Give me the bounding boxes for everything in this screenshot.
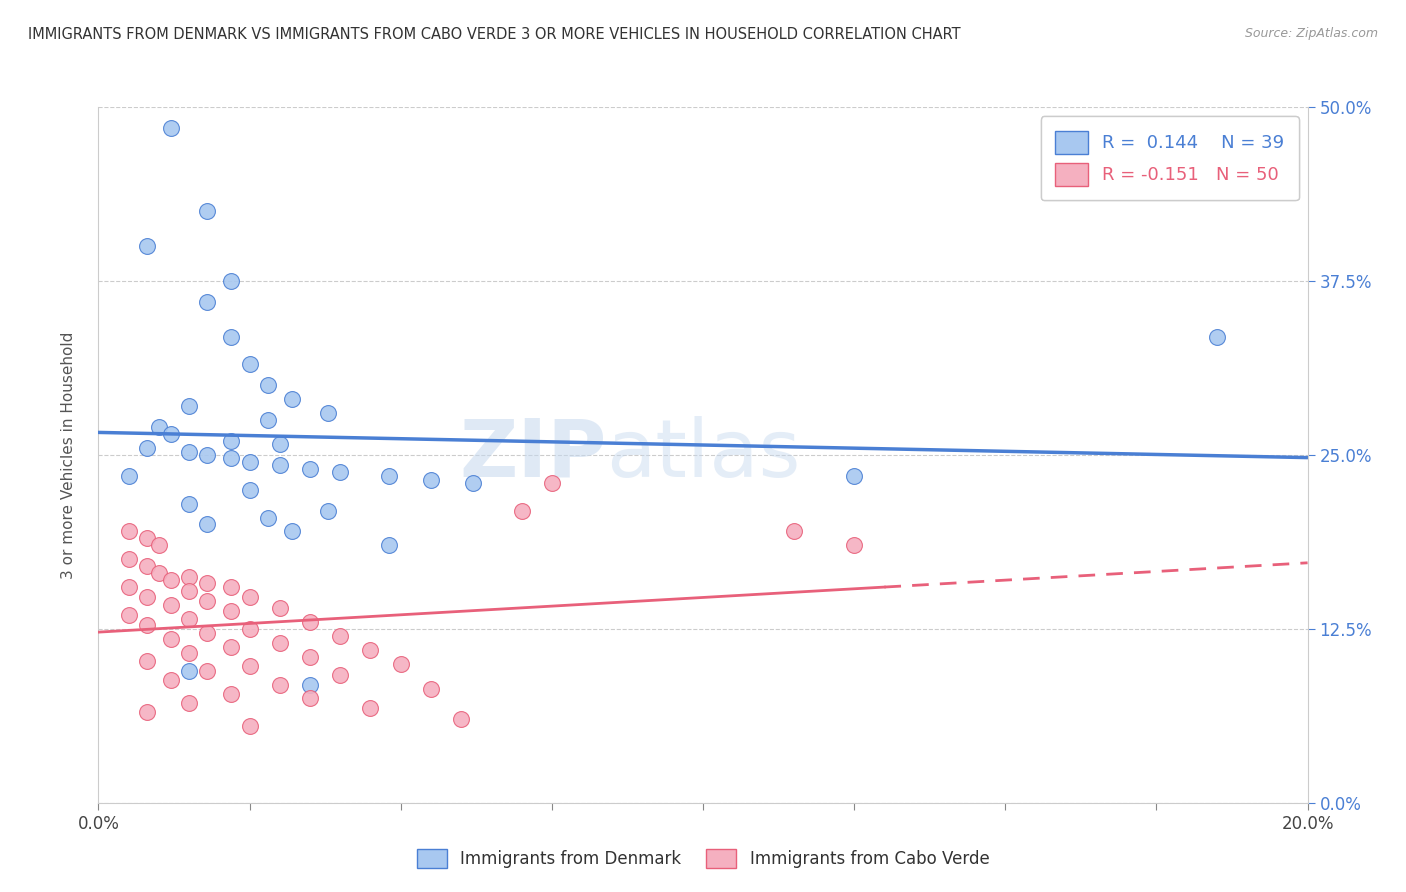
Point: [221, 604, 243, 618]
Text: atlas: atlas: [606, 416, 800, 494]
Legend: Immigrants from Denmark, Immigrants from Cabo Verde: Immigrants from Denmark, Immigrants from…: [411, 842, 995, 875]
Point: [256, 413, 278, 427]
Point: [269, 677, 291, 691]
Point: [281, 524, 304, 539]
Point: [135, 617, 157, 632]
Point: [450, 712, 472, 726]
Point: [118, 607, 141, 622]
Text: Source: ZipAtlas.com: Source: ZipAtlas.com: [1244, 27, 1378, 40]
Point: [195, 448, 218, 462]
Text: ZIP: ZIP: [458, 416, 606, 494]
Point: [160, 632, 183, 646]
Point: [299, 649, 322, 664]
Point: [160, 598, 183, 612]
Point: [299, 462, 322, 476]
Point: [179, 497, 201, 511]
Point: [389, 657, 412, 671]
Point: [179, 696, 201, 710]
Point: [269, 601, 291, 615]
Point: [540, 475, 562, 490]
Point: [179, 584, 201, 599]
Point: [148, 566, 170, 581]
Point: [239, 590, 262, 604]
Point: [256, 510, 278, 524]
Point: [179, 445, 201, 459]
Point: [299, 615, 322, 629]
Point: [239, 659, 262, 673]
Point: [148, 538, 170, 552]
Point: [195, 517, 218, 532]
Point: [463, 475, 485, 490]
Point: [179, 399, 201, 413]
Point: [269, 458, 291, 472]
Point: [783, 524, 806, 539]
Point: [135, 706, 157, 720]
Point: [281, 392, 304, 407]
Point: [221, 434, 243, 448]
Point: [256, 378, 278, 392]
Point: [148, 420, 170, 434]
Point: [221, 580, 243, 594]
Point: [179, 570, 201, 584]
Point: [118, 468, 141, 483]
Point: [195, 626, 218, 640]
Point: [195, 664, 218, 678]
Point: [195, 594, 218, 608]
Point: [135, 590, 157, 604]
Point: [377, 538, 399, 552]
Point: [221, 687, 243, 701]
Point: [135, 654, 157, 668]
Point: [329, 629, 352, 643]
Point: [239, 622, 262, 636]
Point: [221, 640, 243, 654]
Point: [239, 719, 262, 733]
Point: [160, 427, 183, 442]
Point: [299, 677, 322, 691]
Text: IMMIGRANTS FROM DENMARK VS IMMIGRANTS FROM CABO VERDE 3 OR MORE VEHICLES IN HOUS: IMMIGRANTS FROM DENMARK VS IMMIGRANTS FR…: [28, 27, 960, 42]
Point: [239, 455, 262, 469]
Point: [160, 120, 183, 135]
Point: [420, 681, 443, 696]
Point: [299, 691, 322, 706]
Point: [844, 468, 866, 483]
Point: [377, 468, 399, 483]
Point: [360, 701, 382, 715]
Point: [316, 503, 339, 517]
Point: [221, 329, 243, 343]
Point: [221, 450, 243, 465]
Point: [135, 239, 157, 253]
Point: [329, 667, 352, 681]
Point: [118, 524, 141, 539]
Point: [179, 664, 201, 678]
Point: [179, 646, 201, 660]
Point: [510, 503, 533, 517]
Point: [316, 406, 339, 420]
Point: [844, 538, 866, 552]
Point: [269, 437, 291, 451]
Point: [269, 636, 291, 650]
Point: [221, 274, 243, 288]
Point: [135, 532, 157, 546]
Point: [118, 580, 141, 594]
Legend: R =  0.144    N = 39, R = -0.151   N = 50: R = 0.144 N = 39, R = -0.151 N = 50: [1040, 116, 1299, 201]
Point: [118, 552, 141, 566]
Point: [329, 465, 352, 479]
Point: [160, 673, 183, 688]
Point: [160, 573, 183, 587]
Point: [195, 204, 218, 219]
Point: [195, 294, 218, 309]
Point: [420, 473, 443, 487]
Point: [135, 441, 157, 455]
Y-axis label: 3 or more Vehicles in Household: 3 or more Vehicles in Household: [60, 331, 76, 579]
Point: [135, 559, 157, 574]
Point: [239, 358, 262, 372]
Point: [179, 612, 201, 626]
Point: [360, 642, 382, 657]
Point: [195, 576, 218, 591]
Point: [239, 483, 262, 497]
Point: [1206, 329, 1229, 343]
